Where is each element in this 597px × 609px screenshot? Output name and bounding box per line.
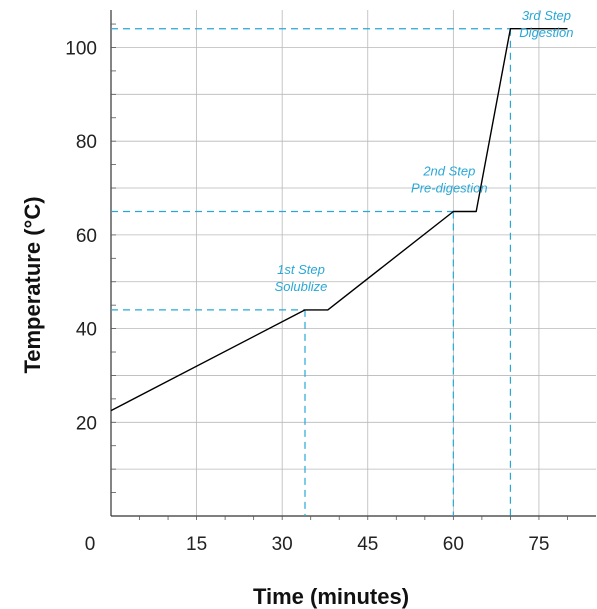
annotations: 1st Step Solublize 2nd Step Pre-digestion 3r… bbox=[275, 8, 574, 294]
axes bbox=[111, 10, 596, 520]
annotation-label-line2: Digestion bbox=[519, 25, 573, 40]
tick-labels: 0 15 30 45 60 75 20 40 60 80 100 bbox=[65, 38, 549, 555]
annotation-label-line2: Solublize bbox=[275, 279, 328, 294]
x-tick-label: 45 bbox=[357, 534, 378, 555]
temperature-line bbox=[111, 29, 568, 411]
y-tick-label: 20 bbox=[76, 413, 97, 434]
grid-lines bbox=[111, 10, 596, 516]
x-tick-label: 0 bbox=[85, 534, 96, 555]
y-tick-label: 100 bbox=[65, 38, 97, 59]
series-group bbox=[111, 29, 568, 411]
y-tick-label: 80 bbox=[76, 132, 97, 153]
y-axis-title: Temperature (°C) bbox=[20, 196, 45, 373]
y-tick-label: 60 bbox=[76, 226, 97, 247]
x-tick-label: 30 bbox=[272, 534, 293, 555]
x-tick-label: 75 bbox=[528, 534, 549, 555]
x-axis-title: Time (minutes) bbox=[253, 584, 409, 609]
annotation-label-line1: 1st Step bbox=[277, 262, 325, 277]
annotation-label-line1: 3rd Step bbox=[522, 8, 571, 23]
annotation-label-line1: 2nd Step bbox=[422, 163, 475, 178]
annotation-label-line2: Pre-digestion bbox=[411, 180, 488, 195]
y-tick-label: 40 bbox=[76, 320, 97, 341]
x-tick-label: 60 bbox=[443, 534, 464, 555]
x-tick-label: 15 bbox=[186, 534, 207, 555]
